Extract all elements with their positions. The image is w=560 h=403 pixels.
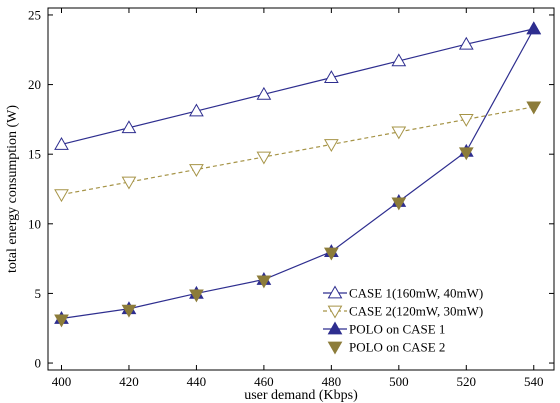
- data-point: [323, 70, 339, 83]
- data-point: [526, 21, 542, 35]
- data-point: [189, 289, 204, 303]
- data-point: [458, 114, 474, 127]
- legend-item: CASE 1(160mW, 40mW): [323, 285, 483, 301]
- data-point: [121, 304, 137, 318]
- data-point: [256, 86, 272, 100]
- data-point: [391, 197, 407, 211]
- legend-marker: [327, 321, 343, 335]
- legend-item: CASE 2(120mW, 30mW): [323, 304, 483, 319]
- x-tick-label: 480: [322, 374, 342, 389]
- x-axis-label: user demand (Kbps): [244, 388, 358, 403]
- data-point: [121, 120, 137, 134]
- y-tick-label: 5: [35, 286, 42, 301]
- axis-ticks: 400 420 440 460 480 500 520 540 0 5 10 15 20 25: [28, 7, 554, 389]
- data-point: [458, 36, 474, 50]
- y-tick-label: 10: [28, 216, 41, 231]
- plot-frame: [47, 7, 555, 371]
- x-tick-label: 400: [52, 374, 72, 389]
- data-point: [256, 151, 272, 165]
- data-point: [189, 103, 204, 117]
- legend-marker: [327, 341, 343, 355]
- legend-label: POLO on CASE 1: [349, 322, 445, 337]
- legend-marker: [327, 305, 343, 319]
- data-point: [54, 136, 69, 150]
- legend-marker: [327, 285, 343, 299]
- data-point: [458, 147, 474, 161]
- legend-item: POLO on CASE 2: [327, 340, 445, 355]
- series-line: [61, 106, 534, 196]
- legend: CASE 1(160mW, 40mW) CASE 2(120mW, 30mW) PO…: [323, 285, 483, 355]
- series-layer: [54, 21, 542, 328]
- x-tick-label: 520: [457, 374, 477, 389]
- x-tick-label: 420: [119, 374, 139, 389]
- data-point: [391, 126, 407, 140]
- data-point: [54, 189, 69, 203]
- x-tick-label: 440: [187, 374, 207, 389]
- y-tick-label: 25: [28, 7, 41, 22]
- data-point: [54, 314, 69, 328]
- series-line: [61, 28, 534, 146]
- data-point: [526, 101, 542, 115]
- x-tick-label: 460: [254, 374, 274, 389]
- y-axis-label: total energy consumption (W): [5, 105, 20, 273]
- y-tick-label: 20: [28, 77, 41, 92]
- series-4: [54, 101, 542, 328]
- data-point: [323, 247, 339, 261]
- legend-label: POLO on CASE 2: [349, 340, 445, 355]
- series-3: [54, 21, 542, 324]
- data-point: [121, 176, 137, 190]
- data-point: [189, 164, 204, 178]
- y-tick-label: 15: [28, 147, 41, 162]
- data-point: [256, 275, 272, 289]
- x-tick-label: 540: [524, 374, 544, 389]
- y-tick-label: 0: [35, 356, 42, 371]
- series-line: [61, 28, 535, 320]
- legend-item: POLO on CASE 1: [323, 321, 445, 337]
- legend-label: CASE 2(120mW, 30mW): [349, 304, 483, 319]
- legend-label: CASE 1(160mW, 40mW): [349, 286, 483, 301]
- data-point: [391, 53, 407, 67]
- data-point: [323, 139, 339, 152]
- x-tick-label: 500: [389, 374, 409, 389]
- series-1: [54, 21, 542, 150]
- series-2: [54, 101, 542, 203]
